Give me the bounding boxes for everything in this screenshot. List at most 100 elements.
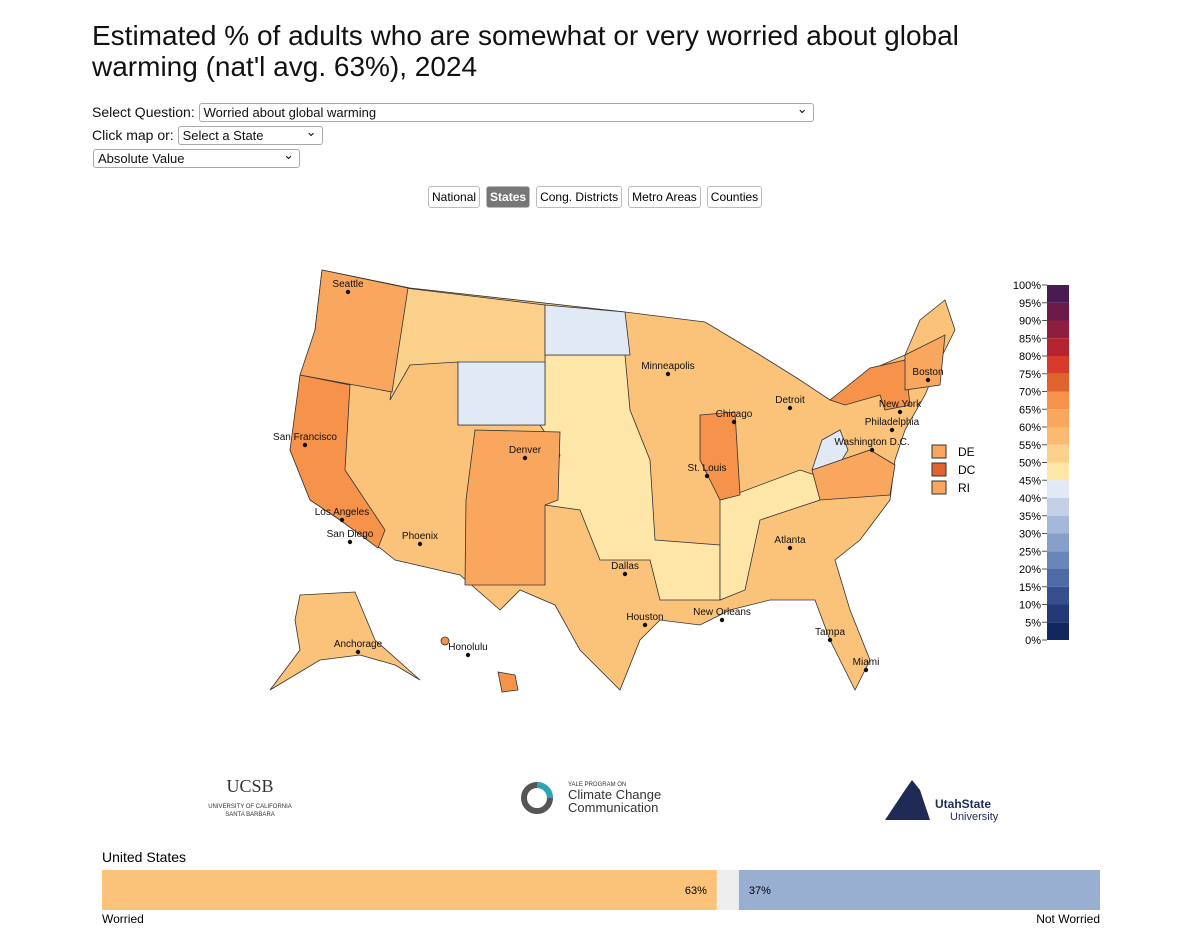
city-dot — [889, 427, 895, 433]
city-label: St. Louis — [688, 463, 727, 474]
mode-select[interactable]: Absolute Value — [93, 147, 300, 168]
label: Select Question: — [92, 104, 195, 120]
tab[interactable]: Cong. Districts — [536, 186, 623, 208]
tab[interactable]: Counties — [706, 186, 763, 208]
city-label: Chicago — [716, 409, 753, 420]
alaska — [269, 591, 421, 691]
legend-swatch — [1047, 480, 1069, 498]
summary-title: United States — [102, 849, 186, 865]
city-dot — [731, 419, 737, 425]
summary-gap — [716, 870, 739, 910]
logo-icon — [521, 782, 553, 814]
legend-swatch — [1047, 515, 1069, 534]
city-dot — [719, 617, 725, 623]
legend-swatch — [1047, 285, 1069, 303]
city-label: Philadelphia — [865, 417, 920, 428]
legend-tick-label: 15% — [1019, 582, 1041, 594]
city-label: New York — [879, 399, 922, 410]
city-label: San Diego — [327, 529, 374, 540]
legend-tick-label: 5% — [1025, 617, 1041, 629]
state-select[interactable]: Select a State — [177, 124, 323, 145]
city-dot — [642, 622, 648, 628]
logo-text: SANTA BARBARA — [225, 812, 275, 818]
state-row: Click map or: Select a State — [92, 124, 323, 145]
legend-tick-label: 70% — [1019, 387, 1041, 399]
legend-tick-label: 100% — [1013, 280, 1041, 292]
legend-tick-label: 85% — [1019, 333, 1041, 345]
legend-tick-label: 20% — [1019, 564, 1041, 576]
legend-swatch — [1047, 604, 1069, 623]
state — [904, 334, 946, 391]
legend-swatch — [1047, 462, 1069, 481]
city-dot — [869, 447, 875, 453]
city-label: Honolulu — [448, 642, 487, 653]
city-dot — [345, 289, 351, 295]
city-label: Detroit — [775, 395, 805, 406]
state — [699, 411, 741, 501]
city-label: Minneapolis — [641, 361, 694, 372]
city-dot — [417, 541, 423, 547]
state — [539, 354, 721, 601]
legend-tick-label: 0% — [1025, 635, 1041, 647]
city-label: Anchorage — [334, 639, 383, 650]
legend-tick-label: 55% — [1019, 440, 1041, 452]
legend-swatch — [1047, 356, 1069, 374]
small-state-box — [931, 462, 947, 477]
hawaii — [497, 671, 519, 693]
logo-text: Climate Change — [568, 787, 661, 802]
state — [811, 429, 849, 481]
logo-icon — [536, 782, 553, 799]
legend-swatch — [1047, 498, 1069, 516]
city-label: Houston — [626, 612, 663, 623]
us-outline — [289, 269, 956, 691]
city-dot — [522, 455, 528, 461]
state — [299, 269, 409, 393]
legend-swatch — [1047, 391, 1069, 410]
city-label: Los Angeles — [315, 507, 370, 518]
legend-tick-label: 80% — [1019, 351, 1041, 363]
city-label: Dallas — [611, 561, 639, 572]
city-label: Miami — [853, 657, 880, 668]
hawaii — [440, 636, 450, 646]
city-label: Atlanta — [774, 535, 806, 546]
city-label: San Francisco — [273, 432, 337, 443]
title-line: warming (nat'l avg. 63%), 2024 — [92, 51, 478, 82]
legend-tick-label: 50% — [1019, 458, 1041, 470]
summary-name: Not Worried — [1036, 912, 1100, 926]
legend-swatch — [1047, 533, 1069, 552]
city-dot — [665, 371, 671, 377]
tab[interactable]: States — [486, 186, 531, 208]
question-select[interactable]: Worried about global warming — [198, 101, 814, 122]
city-label: Phoenix — [402, 531, 438, 542]
tab[interactable]: National — [428, 186, 481, 208]
small-state-box — [931, 480, 947, 495]
logo-text: Communication — [568, 800, 658, 815]
city-dot — [465, 652, 471, 658]
small-state-label: DE — [958, 445, 975, 459]
city-label: Denver — [509, 445, 542, 456]
legend-tick-label: 65% — [1019, 404, 1041, 416]
legend-swatch — [1047, 551, 1069, 569]
state — [457, 361, 546, 426]
state — [829, 359, 911, 411]
legend-tick-label: 45% — [1019, 475, 1041, 487]
title-line: Estimated % of adults who are somewhat o… — [92, 20, 959, 51]
city-dot — [787, 545, 793, 551]
legend-swatch — [1047, 569, 1069, 587]
legend-swatch — [1047, 320, 1069, 339]
legend-tick-label: 35% — [1019, 511, 1041, 523]
city-dot — [355, 649, 361, 655]
legend-swatch — [1047, 373, 1069, 392]
city-dot — [925, 377, 931, 383]
state — [811, 449, 896, 501]
legend-tick-label: 90% — [1019, 316, 1041, 328]
legend-swatch — [1047, 338, 1069, 356]
state — [289, 374, 386, 549]
city-label: Tampa — [815, 627, 845, 638]
tab[interactable]: Metro Areas — [628, 186, 701, 208]
city-dot — [347, 539, 353, 545]
logo-text: UtahState — [935, 797, 991, 811]
legend-tick-label: 40% — [1019, 493, 1041, 505]
city-label: Washington D.C. — [834, 437, 909, 448]
